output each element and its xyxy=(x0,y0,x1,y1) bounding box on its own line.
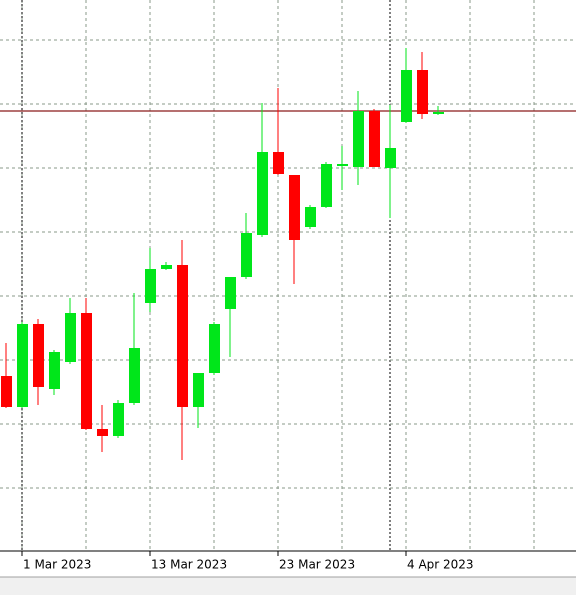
candle-body xyxy=(177,265,188,407)
candle-body xyxy=(417,70,428,114)
candle-body xyxy=(49,352,60,389)
candle-body xyxy=(337,164,348,166)
candle-body xyxy=(273,152,284,174)
candle-body xyxy=(209,324,220,373)
candle-body xyxy=(257,152,268,235)
x-tick-label: 23 Mar 2023 xyxy=(279,558,355,572)
candle-body xyxy=(1,376,12,407)
x-tick-label: 13 Mar 2023 xyxy=(151,558,227,572)
candle-body xyxy=(33,324,44,387)
candle-body xyxy=(321,164,332,207)
candle-body xyxy=(241,233,252,277)
candle-body xyxy=(305,207,316,227)
candle-body xyxy=(161,265,172,269)
candle-body xyxy=(65,313,76,362)
candle-body xyxy=(369,111,380,167)
candle-body xyxy=(289,175,300,240)
x-tick-label: 4 Apr 2023 xyxy=(407,558,474,572)
candle-body xyxy=(113,403,124,436)
candle-body xyxy=(353,111,364,167)
scrollbar xyxy=(0,577,576,595)
candle-body xyxy=(401,70,412,122)
candle-body xyxy=(81,313,92,429)
candle-body xyxy=(145,269,156,303)
candle-body xyxy=(193,373,204,407)
candle-body xyxy=(97,429,108,436)
candle-body xyxy=(385,148,396,168)
candle-body xyxy=(225,277,236,309)
candle-body xyxy=(129,348,140,403)
x-tick-label: 1 Mar 2023 xyxy=(23,558,91,572)
candle-body xyxy=(17,324,28,407)
candle-body xyxy=(433,112,444,114)
